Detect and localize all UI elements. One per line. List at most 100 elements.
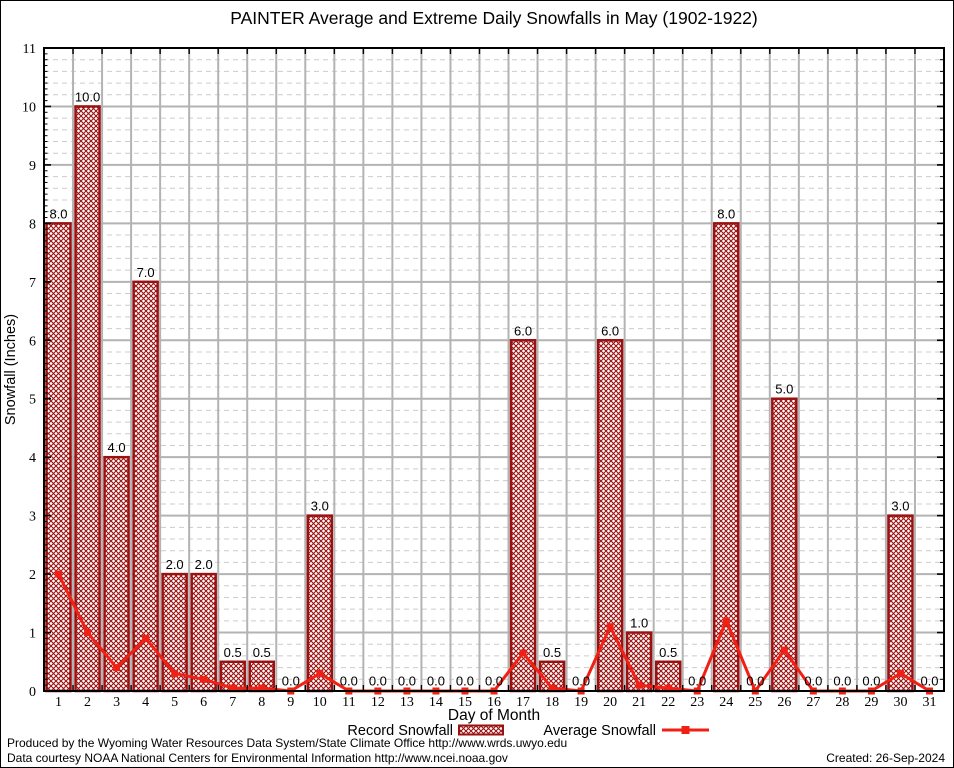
x-tick-label: 22 xyxy=(661,695,675,710)
x-tick-label: 13 xyxy=(400,695,414,710)
bar-value-label: 2.0 xyxy=(166,557,184,572)
record-bar-day-21 xyxy=(625,631,653,693)
x-tick-label: 17 xyxy=(516,695,530,710)
record-bar-day-2 xyxy=(74,105,101,693)
bar-value-label: 0.0 xyxy=(340,674,358,689)
record-bar-day-10 xyxy=(306,514,334,693)
bar-value-label: 0.0 xyxy=(833,674,851,689)
record-bar-day-17 xyxy=(509,339,537,693)
y-tick-label: 7 xyxy=(29,276,36,291)
average-marker-day-20 xyxy=(606,623,614,631)
x-tick-label: 20 xyxy=(603,695,617,710)
bar-value-label: 0.0 xyxy=(398,674,416,689)
average-marker-day-24 xyxy=(722,617,730,625)
average-marker-day-22 xyxy=(664,684,672,692)
x-tick-label: 14 xyxy=(429,695,443,710)
x-tick-label: 1 xyxy=(55,695,62,710)
bar-value-label: 0.0 xyxy=(427,674,445,689)
average-marker-day-8 xyxy=(258,684,266,692)
y-tick-label: 11 xyxy=(23,42,36,57)
y-tick-label: 10 xyxy=(22,100,36,115)
x-tick-label: 6 xyxy=(200,695,207,710)
bar-value-label: 4.0 xyxy=(108,440,126,455)
average-marker-day-17 xyxy=(519,649,527,657)
average-marker-day-1 xyxy=(55,570,63,578)
bar-value-label: 6.0 xyxy=(601,323,619,338)
footer: Produced by the Wyoming Water Resources … xyxy=(1,736,953,765)
average-marker-day-3 xyxy=(113,664,121,672)
y-axis-title: Snowfall (Inches) xyxy=(3,314,19,425)
legend-record-swatch xyxy=(458,724,504,736)
x-tick-label: 9 xyxy=(287,695,294,710)
legend-average-label: Average Snowfall xyxy=(543,723,656,739)
bar-value-label: 6.0 xyxy=(514,323,532,338)
bar-value-label: 0.5 xyxy=(543,645,561,660)
x-tick-label: 15 xyxy=(458,695,472,710)
x-grid xyxy=(72,48,916,691)
bar-value-label: 3.0 xyxy=(891,499,909,514)
y-tick-label: 5 xyxy=(29,393,36,408)
bar-value-label: 0.0 xyxy=(804,674,822,689)
y-tick-labels: 0 1 2 3 4 5 6 7 8 9 10 11 xyxy=(22,42,36,700)
x-tick-label: 24 xyxy=(719,695,733,710)
x-tick-label: 27 xyxy=(806,695,820,710)
average-marker-day-4 xyxy=(142,634,150,642)
bar-value-label: 0.5 xyxy=(253,645,271,660)
footer-produced-by: Produced by the Wyoming Water Resources … xyxy=(7,736,568,750)
x-tick-label: 30 xyxy=(893,695,907,710)
svg-text:Day of Month: Day of Month xyxy=(448,707,540,724)
y-tick-label: 2 xyxy=(29,568,36,583)
bar-value-label: 2.0 xyxy=(195,557,213,572)
bar-value-label: 0.0 xyxy=(572,674,590,689)
average-marker-day-7 xyxy=(229,684,237,692)
record-bar-day-20 xyxy=(596,339,624,693)
y-tick-label: 9 xyxy=(29,159,36,174)
average-marker-day-5 xyxy=(171,669,179,677)
x-tick-label: 18 xyxy=(545,695,559,710)
y-tick-label: 8 xyxy=(29,217,36,232)
x-tick-label: 4 xyxy=(142,695,149,710)
bar-value-label: 0.5 xyxy=(224,645,242,660)
average-marker-day-30 xyxy=(896,669,904,677)
average-marker-day-26 xyxy=(780,646,788,654)
x-tick-label: 26 xyxy=(777,695,791,710)
x-tick-label: 19 xyxy=(574,695,588,710)
bar-value-label: 0.0 xyxy=(920,674,938,689)
x-tick-label: 11 xyxy=(342,695,355,710)
x-tick-label: 16 xyxy=(487,695,501,710)
axis-ticks xyxy=(44,48,944,691)
y-tick-label: 4 xyxy=(29,451,36,466)
bar-value-label: 0.0 xyxy=(688,674,706,689)
x-tick-label: 29 xyxy=(864,695,878,710)
bar-value-label: 8.0 xyxy=(49,206,67,221)
bar-value-label: 0.0 xyxy=(456,674,474,689)
x-tick-labels: 1 2 3 4 5 6 7 8 9 10 11 12 13 14 15 16 17 18 19 20 21 22 23 24 2… xyxy=(55,695,936,710)
bar-value-label: 0.5 xyxy=(659,645,677,660)
x-tick-label: 25 xyxy=(748,695,762,710)
bar-value-label: 0.0 xyxy=(746,674,764,689)
x-tick-label: 5 xyxy=(171,695,178,710)
bar-value-label: 3.0 xyxy=(311,499,329,514)
chart-title: PAINTER Average and Extreme Daily Snowfa… xyxy=(230,8,758,28)
record-bar-day-24 xyxy=(713,222,740,693)
x-tick-label: 21 xyxy=(632,695,646,710)
bar-value-label: 0.0 xyxy=(862,674,880,689)
footer-created-date: Created: 26-Sep-2024 xyxy=(826,751,945,765)
bar-value-label: 7.0 xyxy=(137,265,155,280)
legend-record-label: Record Snowfall xyxy=(347,723,453,739)
x-tick-label: 23 xyxy=(690,695,704,710)
x-tick-label: 10 xyxy=(313,695,327,710)
bar-value-label: 1.0 xyxy=(630,616,648,631)
y-tick-label: 0 xyxy=(29,685,36,700)
x-tick-label: 28 xyxy=(835,695,849,710)
y-tick-label: 3 xyxy=(29,510,36,525)
x-tick-label: 12 xyxy=(371,695,385,710)
bar-value-label: 0.0 xyxy=(485,674,503,689)
average-marker-day-10 xyxy=(316,669,324,677)
record-bars xyxy=(45,105,914,693)
average-marker-day-2 xyxy=(84,629,92,637)
y-tick-label: 1 xyxy=(29,627,36,642)
x-tick-label: 2 xyxy=(84,695,91,710)
